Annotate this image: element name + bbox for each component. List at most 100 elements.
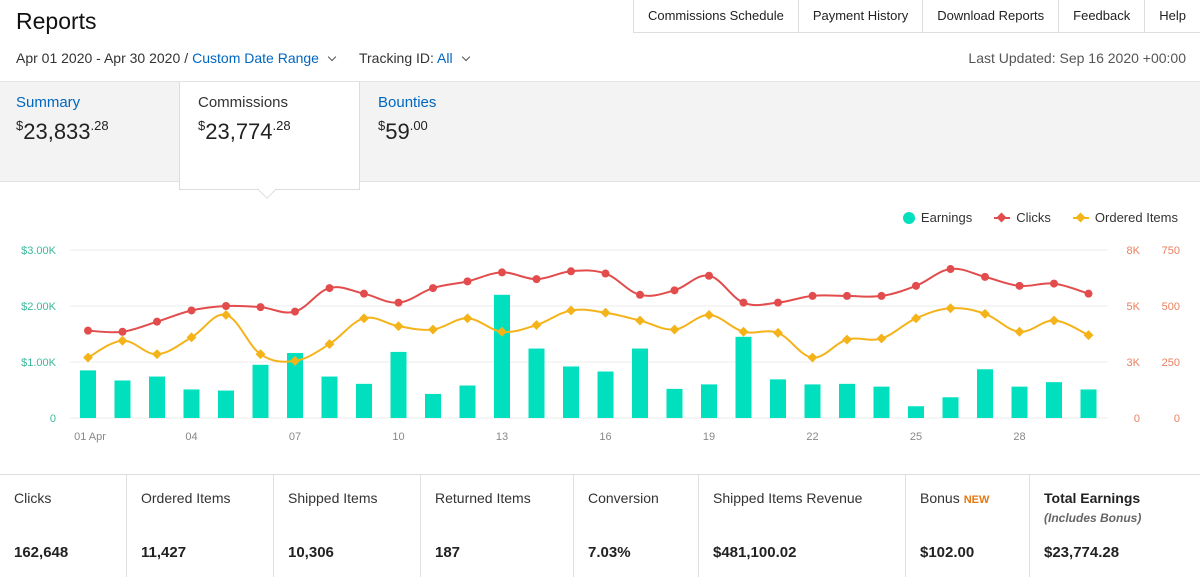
clicks-point [187,306,196,315]
nav-feedback[interactable]: Feedback [1059,0,1146,33]
clicks-point [739,298,748,307]
ordered-items-point [980,308,990,319]
ordered-items-point [842,334,852,345]
clicks-point [498,268,506,277]
nav-download-reports[interactable]: Download Reports [923,0,1060,33]
top-nav: Commissions Schedule Payment History Dow… [632,0,1200,33]
tab-commissions-amount: $23,774.28 [198,118,291,144]
y-ordered-tick: 500 [1162,301,1180,313]
clicks-point [808,291,817,300]
stat-value: $23,774.28 [1044,544,1120,561]
clicks-point [360,289,368,298]
ordered-items-point [359,313,369,324]
ordered-items-point [290,355,300,366]
ordered-items-point [531,320,542,330]
ordered-items-point [393,321,404,332]
ordered-items-point [1083,330,1094,341]
earnings-bar [183,389,200,418]
stat-value: 11,427 [141,544,187,561]
stat-ordered-items: Ordered Items 11,427 [127,475,274,577]
stat-total-earnings: Total Earnings (Includes Bonus) $23,774.… [1030,475,1200,577]
x-tick-label: 22 [806,431,818,443]
tab-bounties-amount: $59.00 [378,118,428,144]
stat-label: Conversion [588,490,659,506]
clicks-point [843,291,851,300]
page-title: Reports [16,8,97,34]
stat-value: $481,100.02 [713,544,797,561]
x-tick-label: 07 [289,431,301,443]
earnings-bar [528,348,545,418]
ordered-items-point [911,313,921,324]
earnings-bar [804,384,821,418]
clicks-point [118,327,127,336]
earnings-bar [287,353,303,418]
stats-bar: Clicks 162,648 Ordered Items 11,427 Ship… [0,474,1200,577]
tab-summary-label: Summary [16,94,81,111]
earnings-bar [873,386,890,418]
earnings-bar [666,388,683,418]
clicks-point [256,303,265,312]
clicks-point [567,267,575,276]
legend-ordered-items[interactable]: Ordered Items [1072,210,1178,225]
earnings-bar [114,380,131,418]
earnings-bar [494,294,510,418]
nav-help[interactable]: Help [1159,8,1186,23]
earnings-bar [977,369,993,418]
ordered-items-point [255,349,266,360]
clicks-point [774,298,782,307]
nav-payment-history[interactable]: Payment History [799,0,924,33]
stat-label: Ordered Items [141,490,231,506]
clicks-point [1015,281,1024,290]
summary-band: Summary $23,833.28 Commissions $23,774.2… [0,81,1200,190]
earnings-bar [1080,389,1097,418]
ordered-items-point [428,324,438,335]
earnings-bar [701,384,717,418]
tracking-id-value: All [437,50,453,66]
x-tick-label: 10 [392,431,404,443]
y-clicks-tick: 8K [1127,245,1141,257]
clicks-point [1084,289,1093,298]
ordered-items-point [807,352,818,363]
x-tick-label: 04 [185,431,197,443]
tab-bounties[interactable]: Bounties $59.00 [378,82,436,182]
clicks-point [532,275,541,284]
ordered-line-icon [1072,216,1089,219]
date-range-dropdown[interactable]: Custom Date Range [192,50,337,66]
stat-label: Clicks [14,490,52,506]
stat-label: Shipped Items Revenue [713,490,863,506]
earnings-bar [770,379,786,418]
y-left-tick: $3.00K [21,245,57,257]
clicks-point [877,291,886,300]
ordered-items-point [83,352,93,363]
earnings-bar [735,336,752,418]
clicks-point [981,272,989,281]
earnings-bar [942,397,959,418]
legend-clicks[interactable]: Clicks [994,210,1051,225]
stat-value: 162,648 [14,544,69,561]
ordered-items-line [87,307,1089,363]
tab-commissions-label: Commissions [198,94,289,111]
earnings-bar [459,385,476,418]
clicks-point [429,284,437,293]
earnings-bar [321,376,338,418]
filter-bar: Apr 01 2020 - Apr 30 2020 / Custom Date … [16,50,470,66]
x-tick-label: 28 [1013,431,1025,443]
clicks-point [670,286,679,295]
stat-conversion: Conversion 7.03% [574,475,699,577]
tab-summary-amount: $23,833.28 [16,118,109,144]
stat-label: Returned Items [435,490,531,506]
nav-commissions-schedule[interactable]: Commissions Schedule [634,0,799,33]
clicks-point [946,265,955,274]
tracking-id-dropdown[interactable]: Tracking ID: All [359,50,470,66]
clicks-point [394,298,403,307]
ordered-items-point [462,313,473,324]
stat-value: 7.03% [588,544,631,561]
last-updated: Last Updated: Sep 16 2020 +00:00 [968,50,1186,66]
tab-commissions[interactable]: Commissions $23,774.28 [179,82,360,190]
clicks-point [1050,279,1058,288]
ordered-items-point [1014,326,1025,337]
tab-bounties-label: Bounties [378,94,437,111]
tab-summary[interactable]: Summary $23,833.28 [16,82,109,182]
legend-earnings[interactable]: Earnings [902,210,972,225]
ordered-items-point [186,332,197,343]
